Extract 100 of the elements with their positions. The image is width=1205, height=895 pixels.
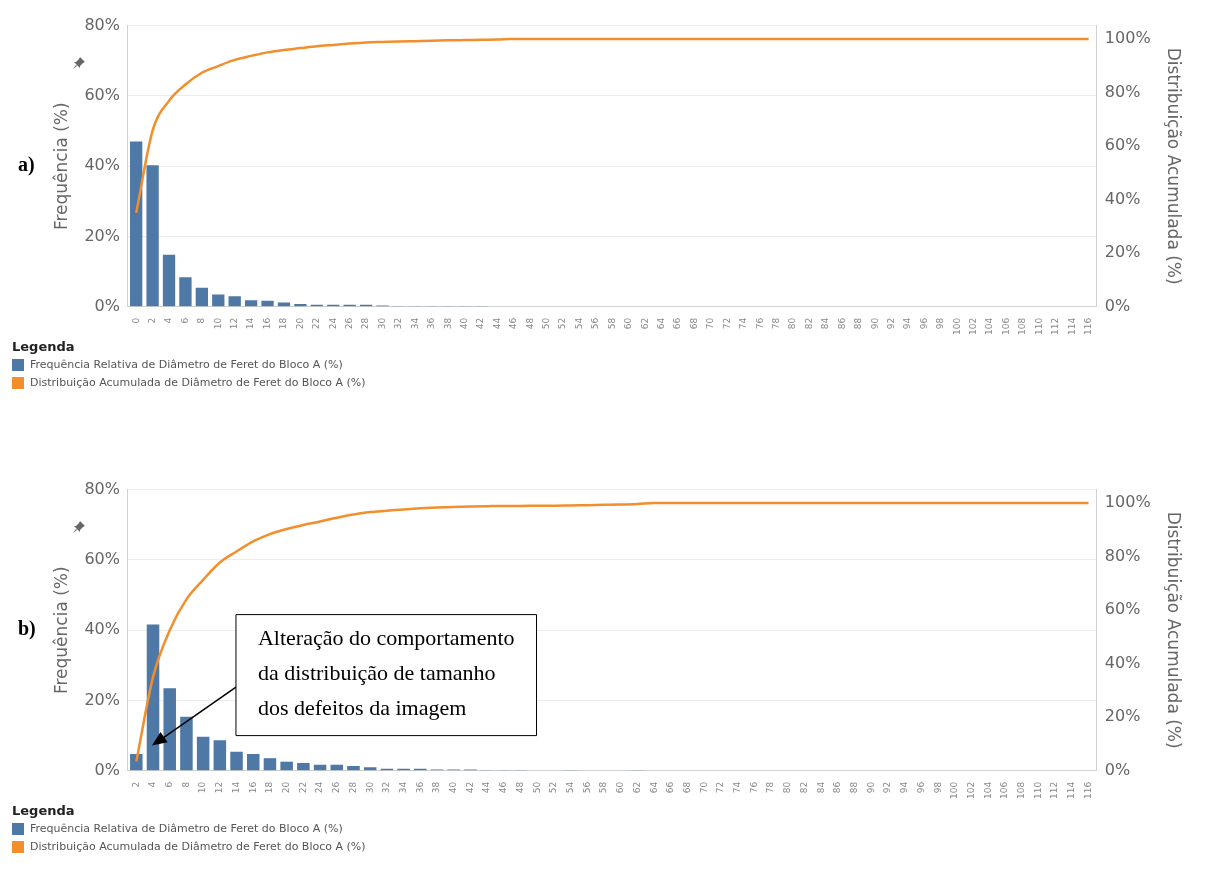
y2-tick-label: 40% [1104, 652, 1141, 672]
annotation: Alteração do comportamento da distribuição de tamanho dos defeitos da imagem [257, 625, 515, 721]
x-tick-label: 30 [376, 317, 387, 330]
x-tick-label: 24 [327, 317, 338, 330]
x-tick-label: 92 [882, 781, 893, 794]
x-tick-label: 36 [426, 317, 437, 330]
x-tick-label: 20 [281, 781, 291, 794]
x-tick-label: 84 [815, 781, 826, 794]
x-tick-label: 58 [598, 781, 609, 794]
x-tick-label: 32 [381, 781, 392, 794]
x-tick-label: 112 [1049, 781, 1060, 800]
x-tick-label: 86 [836, 317, 847, 330]
y2-tick-label: 20% [1104, 706, 1141, 726]
x-tick-label: 74 [738, 317, 749, 330]
x-tick-label: 82 [803, 317, 814, 330]
x-tick-label: 104 [984, 317, 995, 336]
y2-tick-label: 80% [1104, 81, 1141, 101]
y-tick-label: 80% [84, 14, 120, 34]
bar [228, 296, 241, 307]
x-tick-label: 40 [458, 317, 469, 330]
legend-label: Frequência Relativa de Diâmetro de Feret do Bloco A (%) [30, 821, 343, 837]
x-tick-label: 6 [179, 317, 190, 324]
x-tick-label: 4 [147, 781, 158, 788]
x-tick-label: 110 [1033, 317, 1044, 336]
x-tick-label: 114 [1066, 317, 1077, 336]
x-tick-label: 56 [590, 317, 601, 330]
x-tick-label: 102 [965, 781, 976, 800]
x-tick-label: 18 [278, 317, 289, 330]
x-tick-label: 14 [245, 317, 256, 330]
x-tick-label: 88 [848, 781, 859, 794]
bar [261, 300, 274, 307]
legend-title: Legenda [12, 802, 75, 820]
x-tick-label: 22 [297, 781, 308, 794]
bar [130, 753, 143, 771]
x-tick-label: 58 [606, 317, 617, 330]
line-series [134, 37, 1090, 215]
x-tick-label: 94 [902, 317, 913, 330]
x-tick-label: 94 [899, 781, 910, 794]
x-tick-label: 30 [364, 781, 375, 794]
x-tick-label: 18 [264, 781, 275, 794]
bar [179, 277, 192, 307]
x-tick-label: 52 [557, 317, 568, 330]
x-tick-label: 8 [180, 781, 191, 788]
bar [162, 254, 176, 307]
x-tick-label: 22 [311, 317, 322, 330]
x-tick-label: 66 [672, 317, 683, 330]
y-tick-label: 0% [94, 295, 120, 315]
x-tick-label: 82 [798, 781, 809, 794]
y2-axis-title: Distribuição Acumulada (%) [1164, 511, 1185, 749]
x-tick-label: 28 [347, 781, 358, 794]
x-tick-label: 48 [524, 317, 535, 330]
x-tick-label: 74 [732, 781, 743, 794]
x-tick-label: 4 [163, 317, 174, 324]
y2-tick-label: 100% [1104, 28, 1151, 48]
x-tick-label: 50 [541, 317, 552, 330]
y-axis-title: Frequência (%) [50, 102, 71, 231]
y2-tick-label: 100% [1104, 492, 1151, 512]
line-series [135, 501, 1090, 763]
x-tick-label: 10 [212, 317, 223, 330]
bar [146, 165, 159, 307]
bar [163, 688, 176, 771]
y-tick-label: 20% [84, 689, 120, 709]
y-tick-label: 60% [84, 85, 120, 105]
y2-tick-label: 60% [1104, 135, 1141, 155]
x-tick-label: 70 [705, 317, 716, 330]
x-tick-label: 90 [865, 781, 876, 794]
x-tick-label: 12 [214, 781, 225, 794]
legend-title: Legenda [12, 338, 75, 356]
x-tick-label: 96 [915, 781, 926, 794]
x-tick-label: 110 [1032, 781, 1043, 800]
x-tick-label: 34 [409, 317, 420, 330]
x-tick-label: 46 [498, 781, 509, 794]
y2-tick-label: 0% [1104, 295, 1131, 315]
x-tick-label: 100 [951, 317, 962, 336]
bar [195, 287, 209, 307]
x-tick-label: 62 [631, 781, 642, 794]
bar [212, 294, 225, 307]
y-tick-label: 60% [84, 549, 120, 569]
x-tick-label: 52 [548, 781, 559, 794]
x-tick-label: 88 [853, 317, 864, 330]
x-tick-label: 12 [229, 317, 240, 330]
x-tick-label: 56 [581, 781, 592, 794]
legend-label: Frequência Relativa de Diâmetro de Feret do Bloco A (%) [30, 357, 343, 373]
bar [246, 753, 260, 771]
x-tick-label: 42 [464, 781, 475, 794]
x-tick-label: 102 [968, 317, 979, 336]
bar [244, 300, 258, 307]
x-tick-label: 116 [1082, 781, 1093, 800]
x-tick-label: 26 [344, 317, 354, 330]
x-tick-label: 60 [623, 317, 634, 330]
bar [280, 761, 293, 771]
x-tick-label: 36 [414, 781, 425, 794]
x-tick-label: 2 [130, 781, 141, 788]
x-tick-label: 16 [261, 317, 272, 330]
y-axis-title: Frequência (%) [50, 566, 71, 695]
bar [263, 758, 277, 771]
x-tick-label: 72 [721, 317, 732, 330]
x-tick-label: 0 [130, 317, 141, 324]
x-tick-label: 20 [294, 317, 305, 330]
x-tick-label: 28 [360, 317, 371, 330]
